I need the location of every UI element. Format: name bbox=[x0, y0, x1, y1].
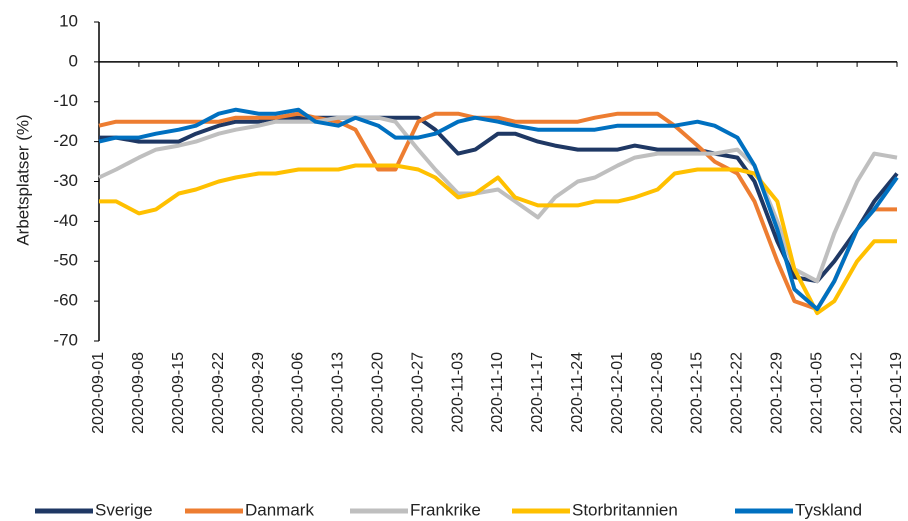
x-tick-label: 2020-09-15 bbox=[170, 352, 187, 434]
x-tick-label: 2020-11-03 bbox=[449, 352, 466, 433]
x-tick-label: 2020-09-29 bbox=[250, 352, 267, 434]
y-tick-label: 10 bbox=[59, 11, 78, 30]
x-tick-label: 2020-09-01 bbox=[90, 352, 107, 434]
series-line bbox=[99, 115, 899, 284]
legend-label: Storbritannien bbox=[572, 500, 678, 519]
y-tick-label: -20 bbox=[53, 131, 78, 150]
y-tick-label: 0 bbox=[69, 51, 78, 70]
x-tick-label: 2021-01-19 bbox=[888, 352, 905, 434]
x-tick-label: 2020-10-13 bbox=[330, 352, 347, 434]
x-tick-label: 2020-12-29 bbox=[769, 352, 786, 434]
x-tick-label: 2021-01-12 bbox=[848, 352, 865, 434]
x-tick-label: 2021-01-05 bbox=[808, 352, 825, 434]
y-tick-label: -10 bbox=[53, 91, 78, 110]
x-tick-label: 2020-12-01 bbox=[609, 352, 626, 434]
y-tick-label: -30 bbox=[53, 171, 78, 190]
x-tick-label: 2020-09-08 bbox=[130, 352, 147, 434]
x-tick-label: 2020-11-24 bbox=[569, 352, 586, 433]
x-tick-label: 2020-11-17 bbox=[529, 352, 546, 433]
y-axis-label: Arbetsplatser (%) bbox=[13, 114, 32, 245]
legend-label: Sverige bbox=[95, 500, 153, 519]
legend-label: Frankrike bbox=[410, 500, 481, 519]
x-tick-label: 2020-10-06 bbox=[290, 352, 307, 434]
x-tick-label: 2020-09-22 bbox=[210, 352, 227, 434]
y-tick-label: -60 bbox=[53, 291, 78, 310]
y-tick-label: -70 bbox=[53, 330, 78, 349]
series-line bbox=[98, 107, 899, 312]
legend-label: Danmark bbox=[245, 500, 314, 519]
y-tick-label: -50 bbox=[53, 251, 78, 270]
x-tick-label: 2020-12-08 bbox=[649, 352, 666, 434]
series-line bbox=[98, 111, 897, 312]
legend-label: Tyskland bbox=[795, 500, 862, 519]
x-tick-label: 2020-11-10 bbox=[489, 352, 506, 433]
x-tick-label: 2020-12-22 bbox=[729, 352, 746, 434]
x-tick-label: 2020-10-27 bbox=[409, 352, 426, 434]
x-tick-label: 2020-12-15 bbox=[689, 352, 706, 434]
y-tick-label: -40 bbox=[53, 211, 78, 230]
x-tick-label: 2020-10-20 bbox=[370, 352, 387, 434]
